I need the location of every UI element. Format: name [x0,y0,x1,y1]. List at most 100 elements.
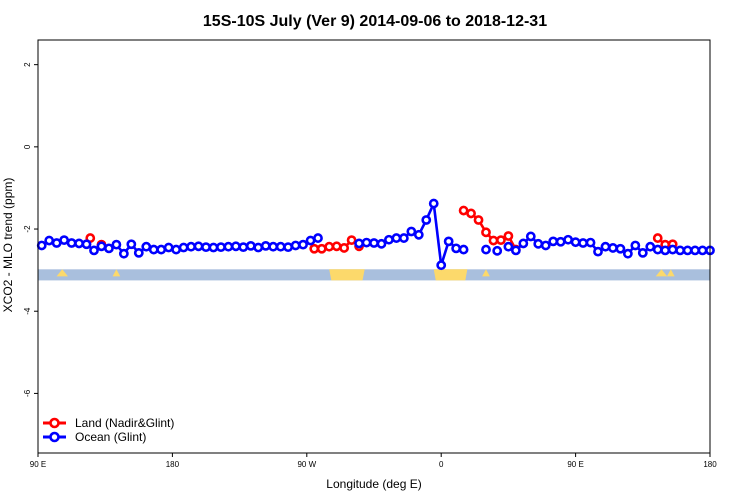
data-point-ocean [675,245,686,256]
data-point-ocean [245,240,256,251]
land-mask-6 [666,269,675,277]
data-point-ocean [690,245,700,256]
data-point-ocean [682,245,693,256]
data-point-ocean [540,240,551,251]
land-mask-1 [112,269,121,277]
data-point-ocean [608,243,618,253]
land-mask-4 [482,269,490,277]
data-point-ocean [283,242,294,253]
x-tick-label: 180 [703,460,717,469]
data-point-ocean [156,244,167,255]
data-point-ocean [305,235,316,246]
data-point-ocean [290,240,301,251]
data-point-ocean [398,233,409,243]
data-point-ocean [216,242,226,253]
x-tick-label: 0 [439,460,444,469]
data-point-ocean [178,242,189,253]
data-point-land [316,243,327,254]
data-point-ocean [141,241,152,252]
data-point-land [503,231,514,241]
data-point-ocean [503,241,514,252]
data-point-ocean [354,238,364,249]
data-point-ocean [593,246,603,257]
land-mask-2 [329,269,365,281]
data-point-ocean [201,242,211,253]
data-point-ocean [555,236,566,247]
legend: Land (Nadir&Glint) Ocean (Glint) [43,416,174,444]
land-mask-5 [655,269,668,277]
data-point-ocean [443,236,454,247]
data-point-ocean [436,260,447,271]
data-point-ocean [51,238,62,248]
data-point-ocean [384,234,394,245]
x-tick-label: 90 W [297,460,316,469]
plot-frame [37,39,711,454]
data-point-land [339,243,350,253]
data-point-ocean [660,245,671,256]
ocean-mask [38,269,710,281]
data-point-ocean [630,240,641,251]
data-point-ocean [451,243,462,254]
data-point-ocean [697,245,708,256]
data-point-land [324,241,335,252]
data-point-ocean [376,238,387,249]
data-point-land [331,241,342,252]
data-point-ocean [622,248,633,259]
data-point-ocean [421,215,432,225]
data-point-ocean [223,241,234,252]
x-tick-label: 180 [166,460,180,469]
y-tick-label: -6 [23,389,32,397]
data-point-ocean [652,244,663,255]
data-point-ocean [533,238,544,249]
chart-title: 15S-10S July (Ver 9) 2014-09-06 to 2018-… [203,13,547,30]
data-point-ocean [406,226,417,237]
data-point-ocean [369,238,379,248]
land-mask-band [38,269,710,281]
land-mask-3 [433,269,468,281]
legend-marker-land [49,417,60,429]
data-point-ocean [163,242,174,253]
data-point-ocean [578,238,588,248]
series-ocean-segment [432,203,443,266]
data-point-ocean [615,243,626,254]
data-point-land [652,233,663,243]
data-point-ocean [260,240,271,251]
data-point-ocean [492,245,503,256]
data-point-ocean [66,238,77,248]
series-layer [36,198,715,271]
y-tick-label: 0 [23,144,32,149]
data-point-ocean [126,239,137,250]
data-point-ocean [361,237,372,248]
data-point-ocean [193,241,204,252]
data-point-ocean [208,242,219,253]
x-tick-label: 90 E [30,460,46,469]
data-point-ocean [238,242,249,253]
data-point-ocean [59,235,70,246]
data-point-ocean [104,243,114,254]
data-point-land [473,215,484,225]
data-point-ocean [74,238,84,249]
data-point-ocean [600,241,611,252]
legend-marker-ocean [49,431,60,443]
data-point-land [346,235,357,246]
data-point-ocean [428,198,439,209]
data-point-ocean [570,237,581,248]
x-axis-label: Longitude (deg E) [326,477,421,491]
data-point-ocean [510,245,521,256]
data-point-land [496,235,506,246]
data-point-ocean [81,239,92,250]
data-point-ocean [186,241,196,252]
data-point-ocean [133,247,144,258]
data-point-ocean [96,241,107,252]
legend-label-land: Land (Nadir&Glint) [75,416,174,430]
data-point-land [481,227,491,238]
data-point-ocean [111,239,122,250]
legend-label-ocean: Ocean (Glint) [75,430,146,444]
data-point-ocean [667,244,678,255]
y-tick-label: 2 [23,62,32,67]
data-point-ocean [298,239,308,250]
data-point-ocean [89,245,99,256]
land-mask-0 [56,269,68,277]
x-axis: 90 E 180 90 W 0 90 E 180 [30,453,717,469]
